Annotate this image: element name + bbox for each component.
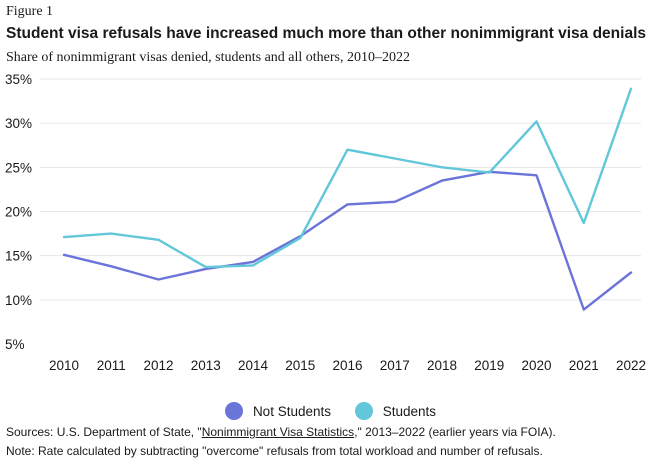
- x-tick-label: 2010: [49, 358, 79, 373]
- x-tick-label: 2014: [238, 358, 269, 373]
- x-tick-label: 2017: [380, 358, 410, 373]
- x-tick-label: 2016: [332, 358, 362, 373]
- y-tick-label: 20%: [5, 205, 32, 220]
- x-tick-label: 2019: [474, 358, 504, 373]
- x-tick-label: 2020: [521, 358, 551, 373]
- rate-note: Note: Rate calculated by subtracting "ov…: [6, 444, 543, 458]
- series-line-not-students: [62, 170, 633, 311]
- sources-note: Sources: U.S. Department of State, "Noni…: [6, 425, 556, 439]
- x-tick-label: 2011: [97, 358, 126, 373]
- chart-subtitle: Share of nonimmigrant visas denied, stud…: [6, 50, 410, 65]
- legend-item-not-students: Not Students: [224, 402, 331, 420]
- legend-swatch-students: [354, 402, 373, 420]
- x-tick-label: 2021: [569, 358, 599, 373]
- legend-label-students: Students: [382, 403, 437, 419]
- chart-legend: Not Students Students: [0, 402, 661, 423]
- x-tick-label: 2018: [427, 358, 457, 373]
- x-tick-label: 2022: [616, 358, 646, 373]
- chart-title: Student visa refusals have increased muc…: [6, 25, 646, 42]
- y-tick-label: 30%: [5, 116, 32, 131]
- y-tick-label: 5%: [5, 337, 25, 352]
- y-tick-label: 10%: [5, 293, 32, 308]
- line-chart: 35% 30% 25% 20% 15% 10% 5% 2010 2011 2012 2013 2014…: [5, 72, 646, 373]
- x-tick-label: 2012: [143, 358, 173, 373]
- y-tick-label: 25%: [5, 160, 32, 175]
- sources-link[interactable]: Nonimmigrant Visa Statistics: [201, 425, 355, 439]
- series-line-students: [62, 87, 633, 269]
- legend-label-not-students: Not Students: [252, 403, 331, 419]
- sources-prefix: Sources: U.S. Department of State, ": [6, 425, 202, 439]
- y-tick-label: 15%: [5, 249, 32, 264]
- figure-label: Figure 1: [6, 4, 54, 19]
- legend-swatch-not-students: [224, 402, 243, 420]
- x-tick-label: 2013: [191, 358, 221, 373]
- x-tick-label: 2015: [285, 358, 315, 373]
- legend-item-students: Students: [354, 402, 437, 420]
- y-tick-label: 35%: [5, 72, 32, 87]
- sources-suffix: ," 2013–2022 (earlier years via FOIA).: [354, 425, 556, 439]
